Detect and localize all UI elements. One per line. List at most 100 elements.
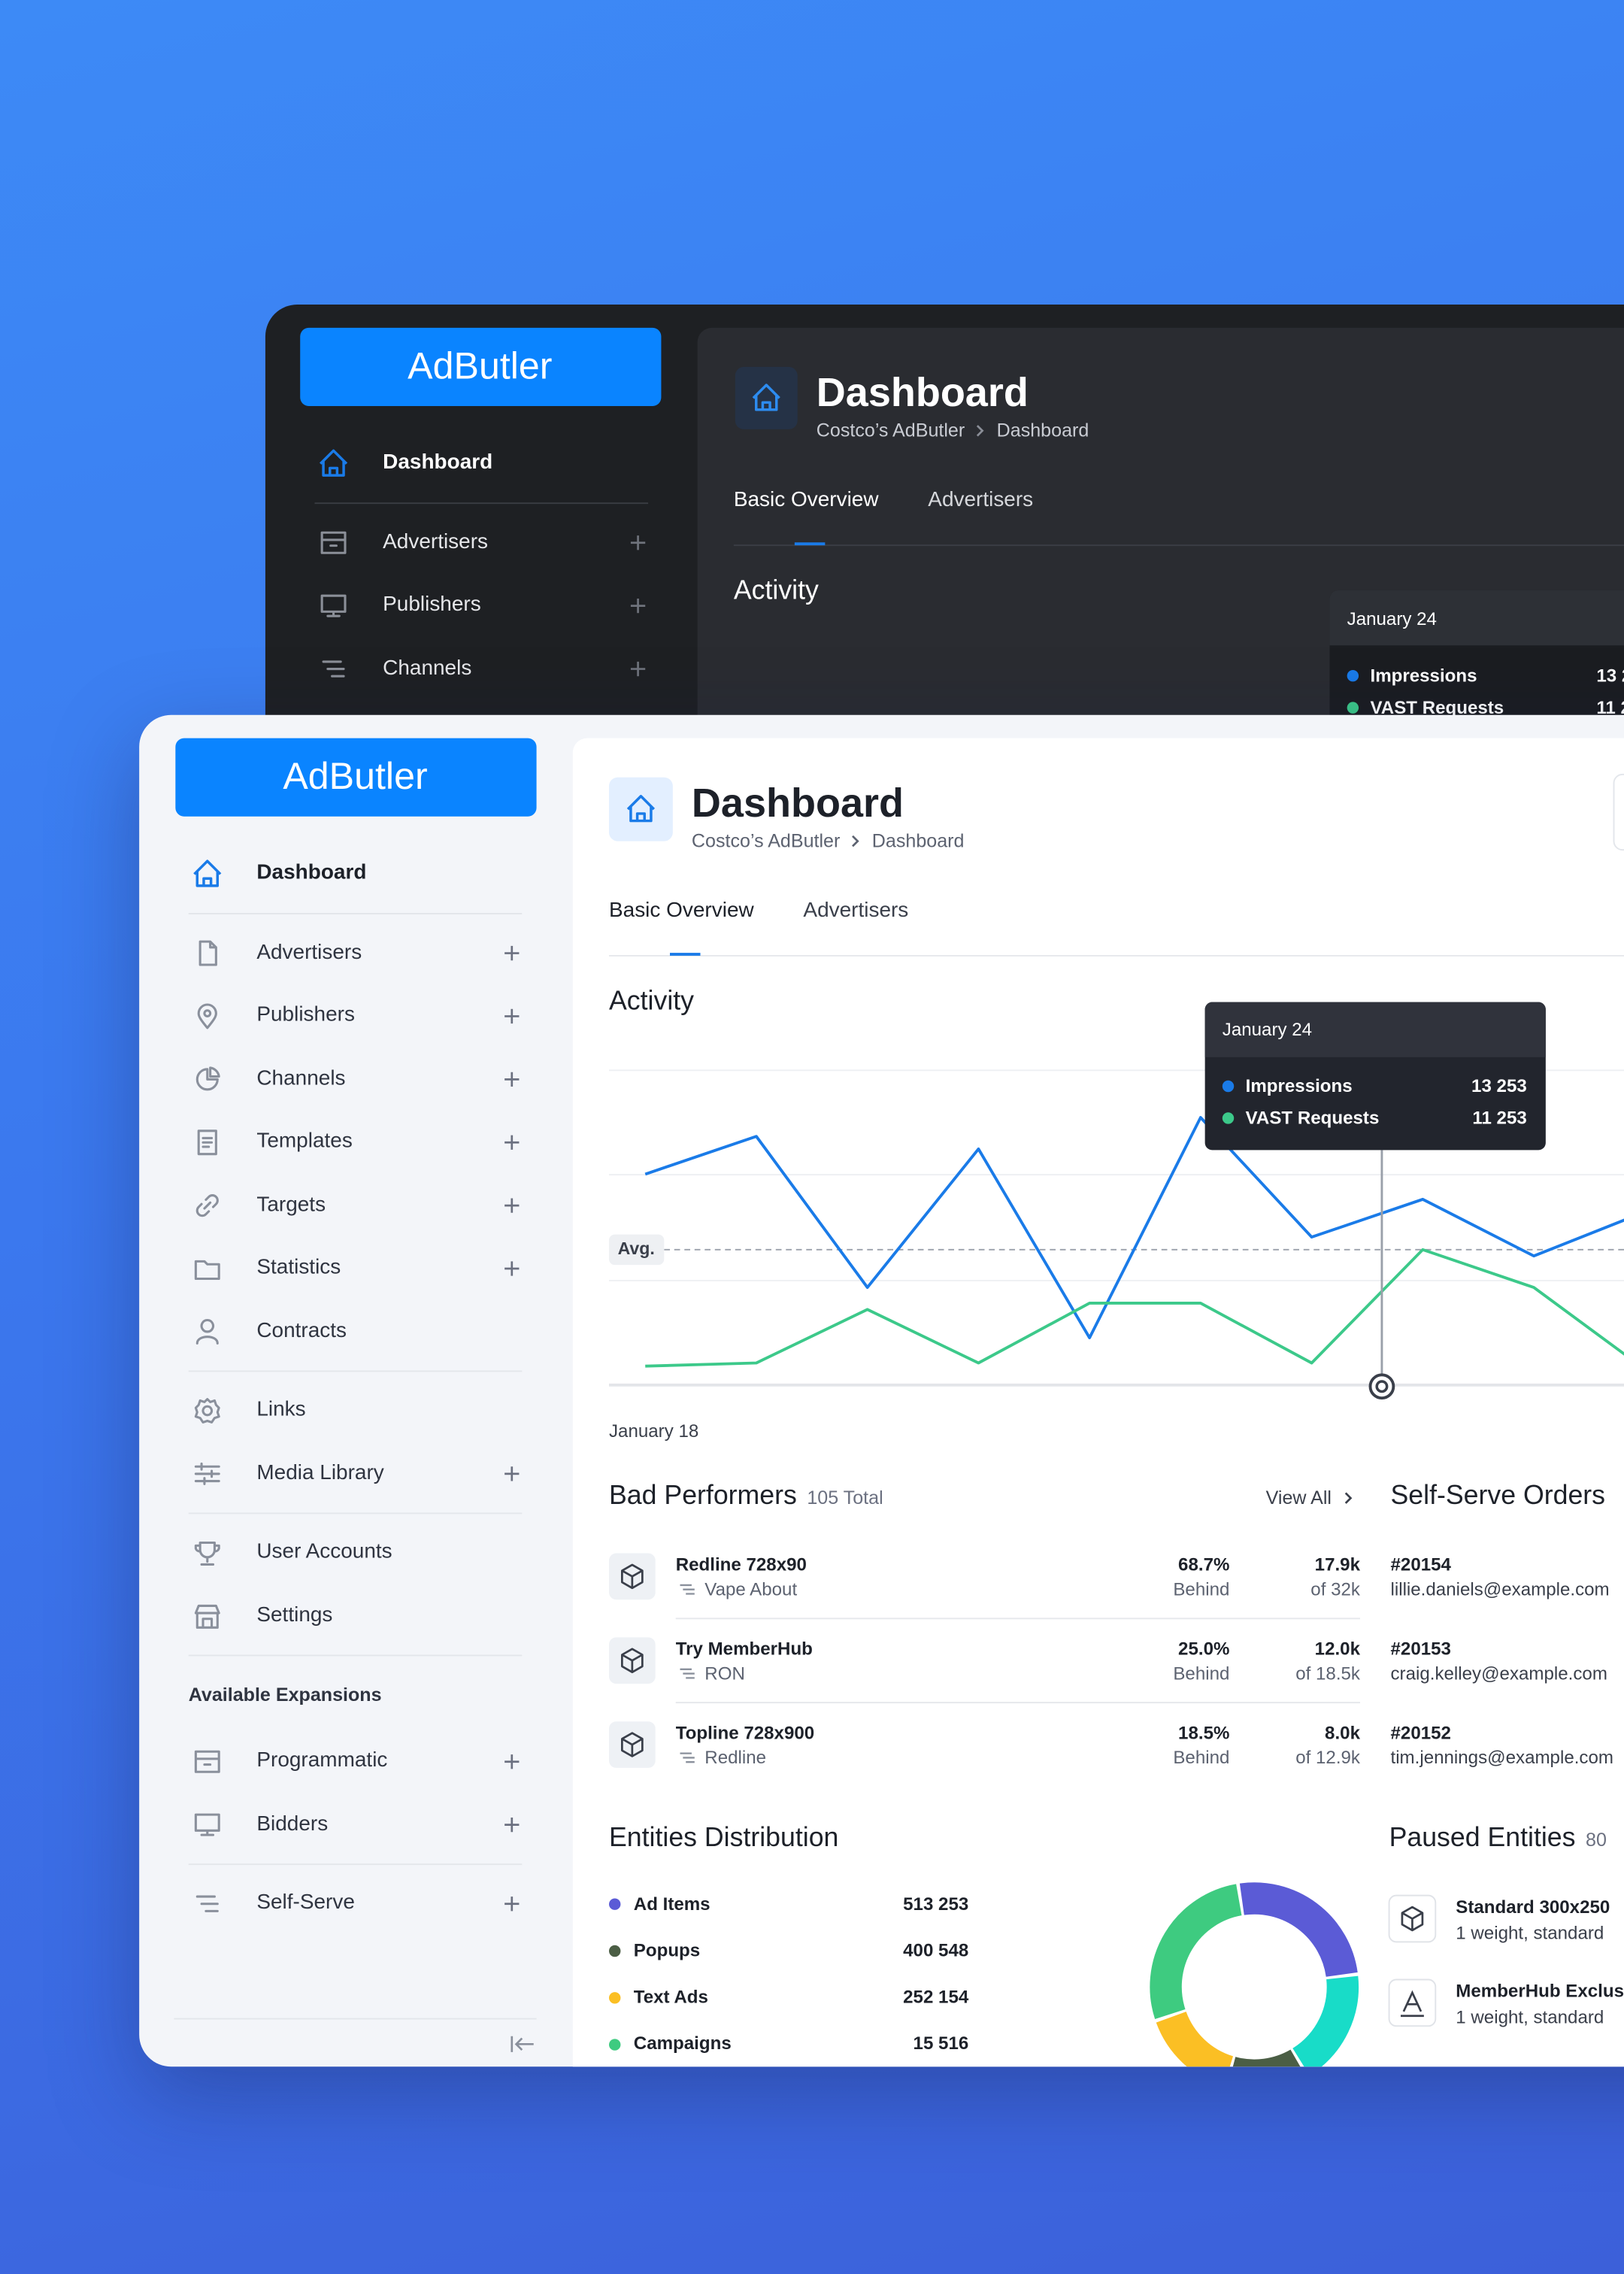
tab-indicator (669, 953, 701, 956)
tab[interactable]: Advertisers (928, 489, 1034, 513)
nav-item[interactable]: Targets (256, 1193, 326, 1217)
tab[interactable]: Advertisers (803, 899, 909, 923)
section-header: Paused Entities 80 (1389, 1821, 1607, 1853)
item-name[interactable]: Try MemberHub (675, 1638, 813, 1659)
nav-icon (195, 1895, 219, 1912)
nav-item[interactable]: Links (256, 1398, 306, 1422)
cube-icon (1401, 1906, 1424, 1932)
hover-marker (1368, 1373, 1395, 1400)
nav-item-active[interactable]: Dashboard (383, 450, 493, 475)
breadcrumb: Costco’s AdButler Dashboard (817, 420, 1089, 442)
section-title: Paused Entities (1389, 1821, 1576, 1852)
nav-item[interactable]: Contracts (256, 1319, 347, 1342)
entity-name[interactable]: Standard 300x250 (1456, 1896, 1610, 1917)
logo-button[interactable] (175, 738, 537, 817)
text-icon (1400, 1990, 1424, 2018)
tooltip-value: 13 253 (1471, 1075, 1527, 1096)
nav-icon (322, 660, 345, 678)
tab-active[interactable]: Basic Overview (733, 489, 879, 513)
breadcrumb-item: Dashboard (871, 829, 965, 852)
channel-icon (680, 1584, 695, 1595)
section-count: 105 Total (807, 1486, 883, 1508)
home-icon (752, 384, 780, 411)
header-icon-box (608, 777, 673, 841)
order-email: tim.jennings@example.com (1390, 1746, 1613, 1767)
order-email: lillie.daniels@example.com (1390, 1578, 1610, 1599)
nav-icon (195, 1319, 219, 1345)
donut-segment (1239, 1882, 1358, 1978)
nav-icon (194, 1462, 220, 1485)
donut-segment (1292, 1975, 1359, 2067)
legend-value: 513 253 (903, 1893, 969, 1914)
nav-item[interactable]: Channels (256, 1066, 346, 1090)
nav-item[interactable]: Programmatic (256, 1748, 388, 1772)
nav-icon (194, 1750, 220, 1773)
nav-item[interactable]: Self-Serve (256, 1890, 355, 1915)
nav-item[interactable]: Advertisers (256, 940, 362, 964)
home-icon (193, 860, 222, 887)
nav-icon (320, 594, 347, 617)
item-percent: 68.7% (1178, 1554, 1230, 1575)
page-title: Dashboard (816, 370, 1029, 415)
tooltip-dot (1222, 1080, 1235, 1093)
donut-segment (1150, 1884, 1243, 2020)
order-id[interactable]: #20154 (1390, 1554, 1451, 1575)
legend-name: Ad Items (633, 1893, 710, 1914)
legend-value: 400 548 (903, 1940, 969, 1961)
item-name[interactable]: Topline 728x900 (675, 1722, 815, 1743)
app-window: AdButler Dashboard Advertisers Publishers Ch… (139, 714, 1624, 2067)
nav-item[interactable]: Channels (383, 656, 472, 680)
tab-active[interactable]: Basic Overview (608, 899, 754, 923)
legend-dot (608, 1992, 621, 2004)
nav-icon (194, 1398, 220, 1424)
nav-item[interactable]: Statistics (256, 1256, 341, 1280)
nav-item[interactable]: Advertisers (383, 529, 489, 553)
home-icon (626, 795, 656, 823)
nav-item[interactable]: User Accounts (256, 1540, 392, 1564)
entity-name[interactable]: MemberHub Exclusi (1456, 1980, 1624, 2001)
view-all-link[interactable]: View All (1265, 1487, 1332, 1509)
item-channel: Redline (704, 1746, 767, 1767)
average-label: Avg. (617, 1239, 655, 1260)
expand-icon (630, 661, 646, 677)
item-channel: Vape About (704, 1578, 798, 1599)
legend-dot (608, 2039, 621, 2051)
nav-icon (197, 1003, 217, 1029)
legend-name: Campaigns (633, 2033, 732, 2054)
tooltip-value: 11 2 (1596, 696, 1624, 717)
x-axis-start-label: January 18 (608, 1420, 699, 1442)
order-id[interactable]: #20153 (1390, 1638, 1451, 1659)
nav-icon (195, 1194, 219, 1217)
graphics (174, 773, 1624, 2067)
nav-icon (198, 940, 217, 966)
expand-icon (504, 1135, 520, 1150)
breadcrumb: Costco’s AdButler Dashboard (692, 830, 965, 853)
breadcrumb-item: Costco’s AdButler (816, 419, 965, 441)
nav-icon (194, 1260, 220, 1281)
expand-icon (504, 1466, 520, 1481)
section-title: Activity (733, 574, 819, 605)
nav-item[interactable]: Media Library (256, 1461, 384, 1484)
tooltip-dot (1347, 669, 1359, 682)
section-title: Entities Distribution (608, 1821, 839, 1852)
logo-button[interactable] (300, 327, 662, 406)
nav-item[interactable]: Publishers (256, 1003, 355, 1027)
expand-icon (504, 1008, 520, 1024)
nav-icon (195, 1066, 220, 1091)
tooltip-date: January 24 (1222, 1018, 1313, 1039)
item-name[interactable]: Redline 728x90 (675, 1554, 807, 1575)
nav-item-active[interactable]: Dashboard (256, 861, 367, 885)
breadcrumb-separator (977, 425, 985, 437)
logo: AdButler (283, 754, 428, 799)
graphics (314, 366, 1624, 678)
nav-item[interactable]: Publishers (383, 593, 481, 617)
nav-item[interactable]: Settings (256, 1603, 333, 1627)
expand-icon (630, 599, 646, 614)
expand-icon (504, 1817, 520, 1833)
nav-item[interactable]: Templates (256, 1129, 353, 1154)
section-title: Bad Performers (608, 1479, 797, 1510)
order-id[interactable]: #20152 (1390, 1722, 1451, 1743)
entity-detail: 1 weight, standard (1456, 1922, 1604, 1943)
item-value: 12.0k (1314, 1638, 1360, 1659)
nav-item[interactable]: Bidders (256, 1812, 329, 1836)
